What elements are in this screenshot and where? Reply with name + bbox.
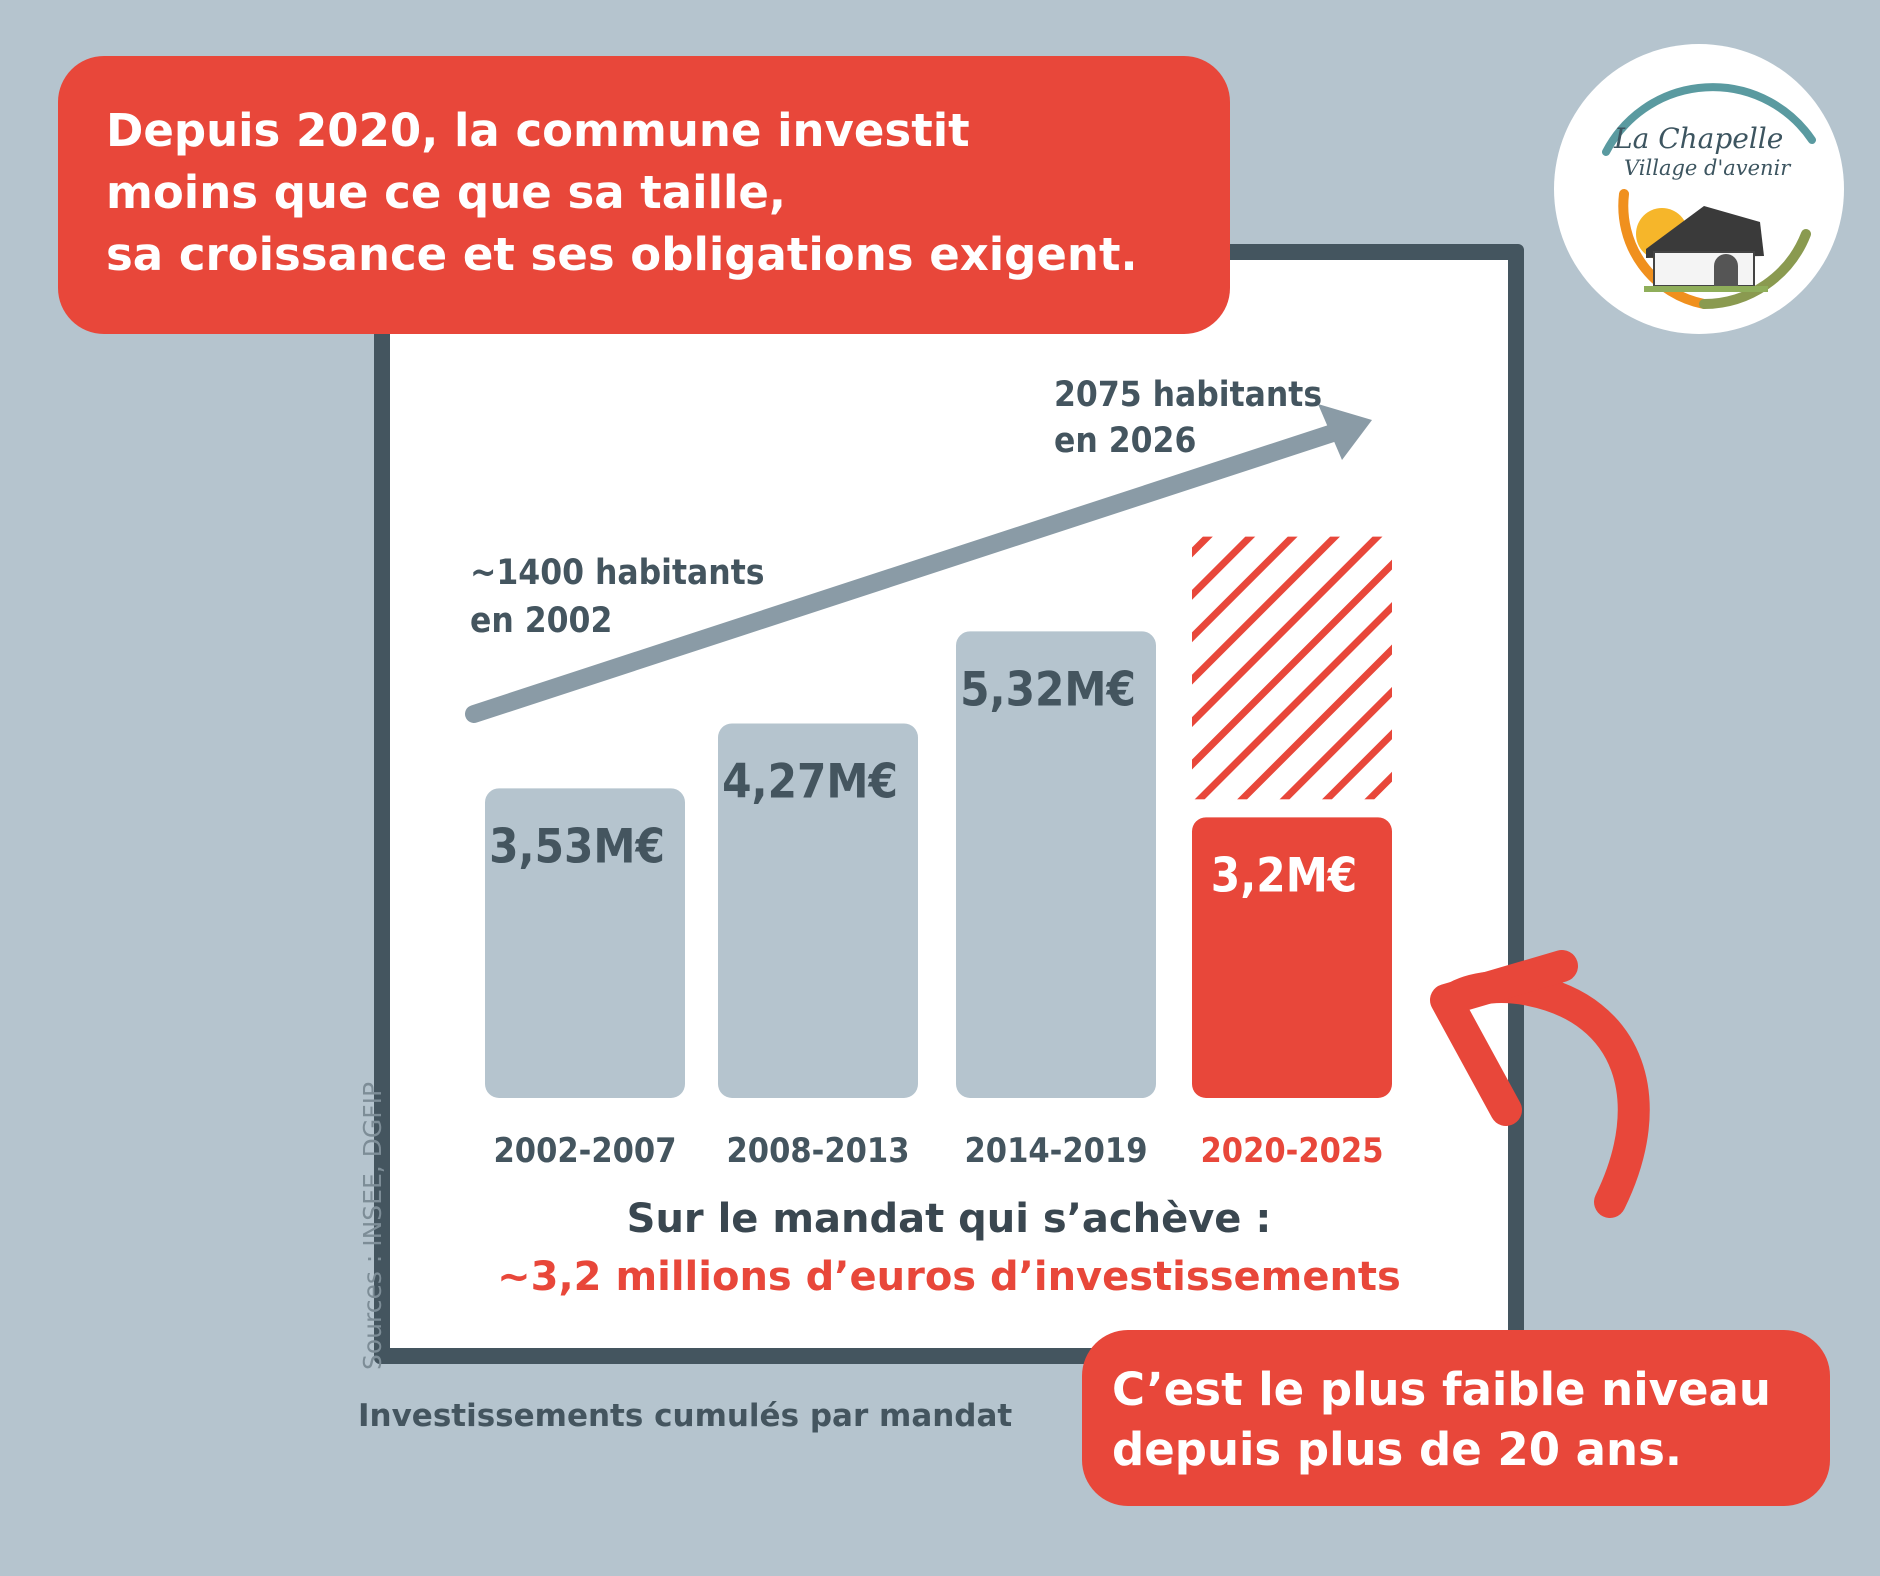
- conclusion-line-1: C’est le plus faible niveau: [1112, 1363, 1771, 1416]
- trend-arrow-head: [1318, 404, 1372, 460]
- hatched-expected-bar: [1192, 536, 1392, 800]
- trend-start-label-line-2: en 2002: [470, 601, 612, 641]
- headline-line-1: Depuis 2020, la commune investit: [106, 104, 970, 157]
- logo-graphic: [1602, 83, 1816, 309]
- x-tick-label-3: 2020-2025: [1201, 1131, 1384, 1171]
- bar-value-label-2: 5,32M€: [960, 662, 1136, 717]
- x-tick-label-2: 2014-2019: [965, 1131, 1148, 1171]
- headline-line-2: moins que ce que sa taille,: [106, 166, 787, 219]
- bar-value-label-0: 3,53M€: [489, 819, 665, 874]
- headline-line-3: sa croissance et ses obligations exigent…: [106, 228, 1138, 281]
- logo: La Chapelle Village d'avenir: [1554, 44, 1844, 334]
- x-tick-label-0: 2002-2007: [494, 1131, 677, 1171]
- chart-caption: Investissements cumulés par mandat: [358, 1398, 1013, 1434]
- pointer-arrow-head: [1430, 950, 1578, 1126]
- headline-bubble: Depuis 2020, la commune investit moins q…: [58, 56, 1230, 334]
- sources-note: Sources : INSEE, DGFIP: [358, 1081, 387, 1370]
- bar-value-label-3: 3,2M€: [1211, 848, 1357, 903]
- trend-end-label-line-1: 2075 habitants: [1054, 375, 1322, 415]
- summary-line-2: ~3,2 millions d’euros d’investissements: [497, 1254, 1401, 1300]
- trend-start-label-line-1: ~1400 habitants: [470, 553, 765, 593]
- bar-value-label-1: 4,27M€: [722, 754, 898, 809]
- logo-line-2: Village d'avenir: [1624, 156, 1791, 180]
- trend-arrow-line: [465, 421, 1351, 723]
- bar-2014-2019: [956, 631, 1156, 1098]
- pointer-arrow-curve: [1434, 971, 1650, 1218]
- conclusion-bubble: C’est le plus faible niveau depuis plus …: [1082, 1330, 1830, 1506]
- bar-2020-2025: [1192, 817, 1392, 1098]
- bar-2002-2007: [485, 788, 685, 1098]
- logo-line-1: La Chapelle: [1614, 122, 1784, 155]
- conclusion-line-2: depuis plus de 20 ans.: [1112, 1423, 1682, 1476]
- bar-2008-2013: [718, 723, 918, 1098]
- trend-end-label-line-2: en 2026: [1054, 421, 1196, 461]
- x-tick-label-1: 2008-2013: [727, 1131, 910, 1171]
- summary-line-1: Sur le mandat qui s’achève :: [626, 1196, 1272, 1242]
